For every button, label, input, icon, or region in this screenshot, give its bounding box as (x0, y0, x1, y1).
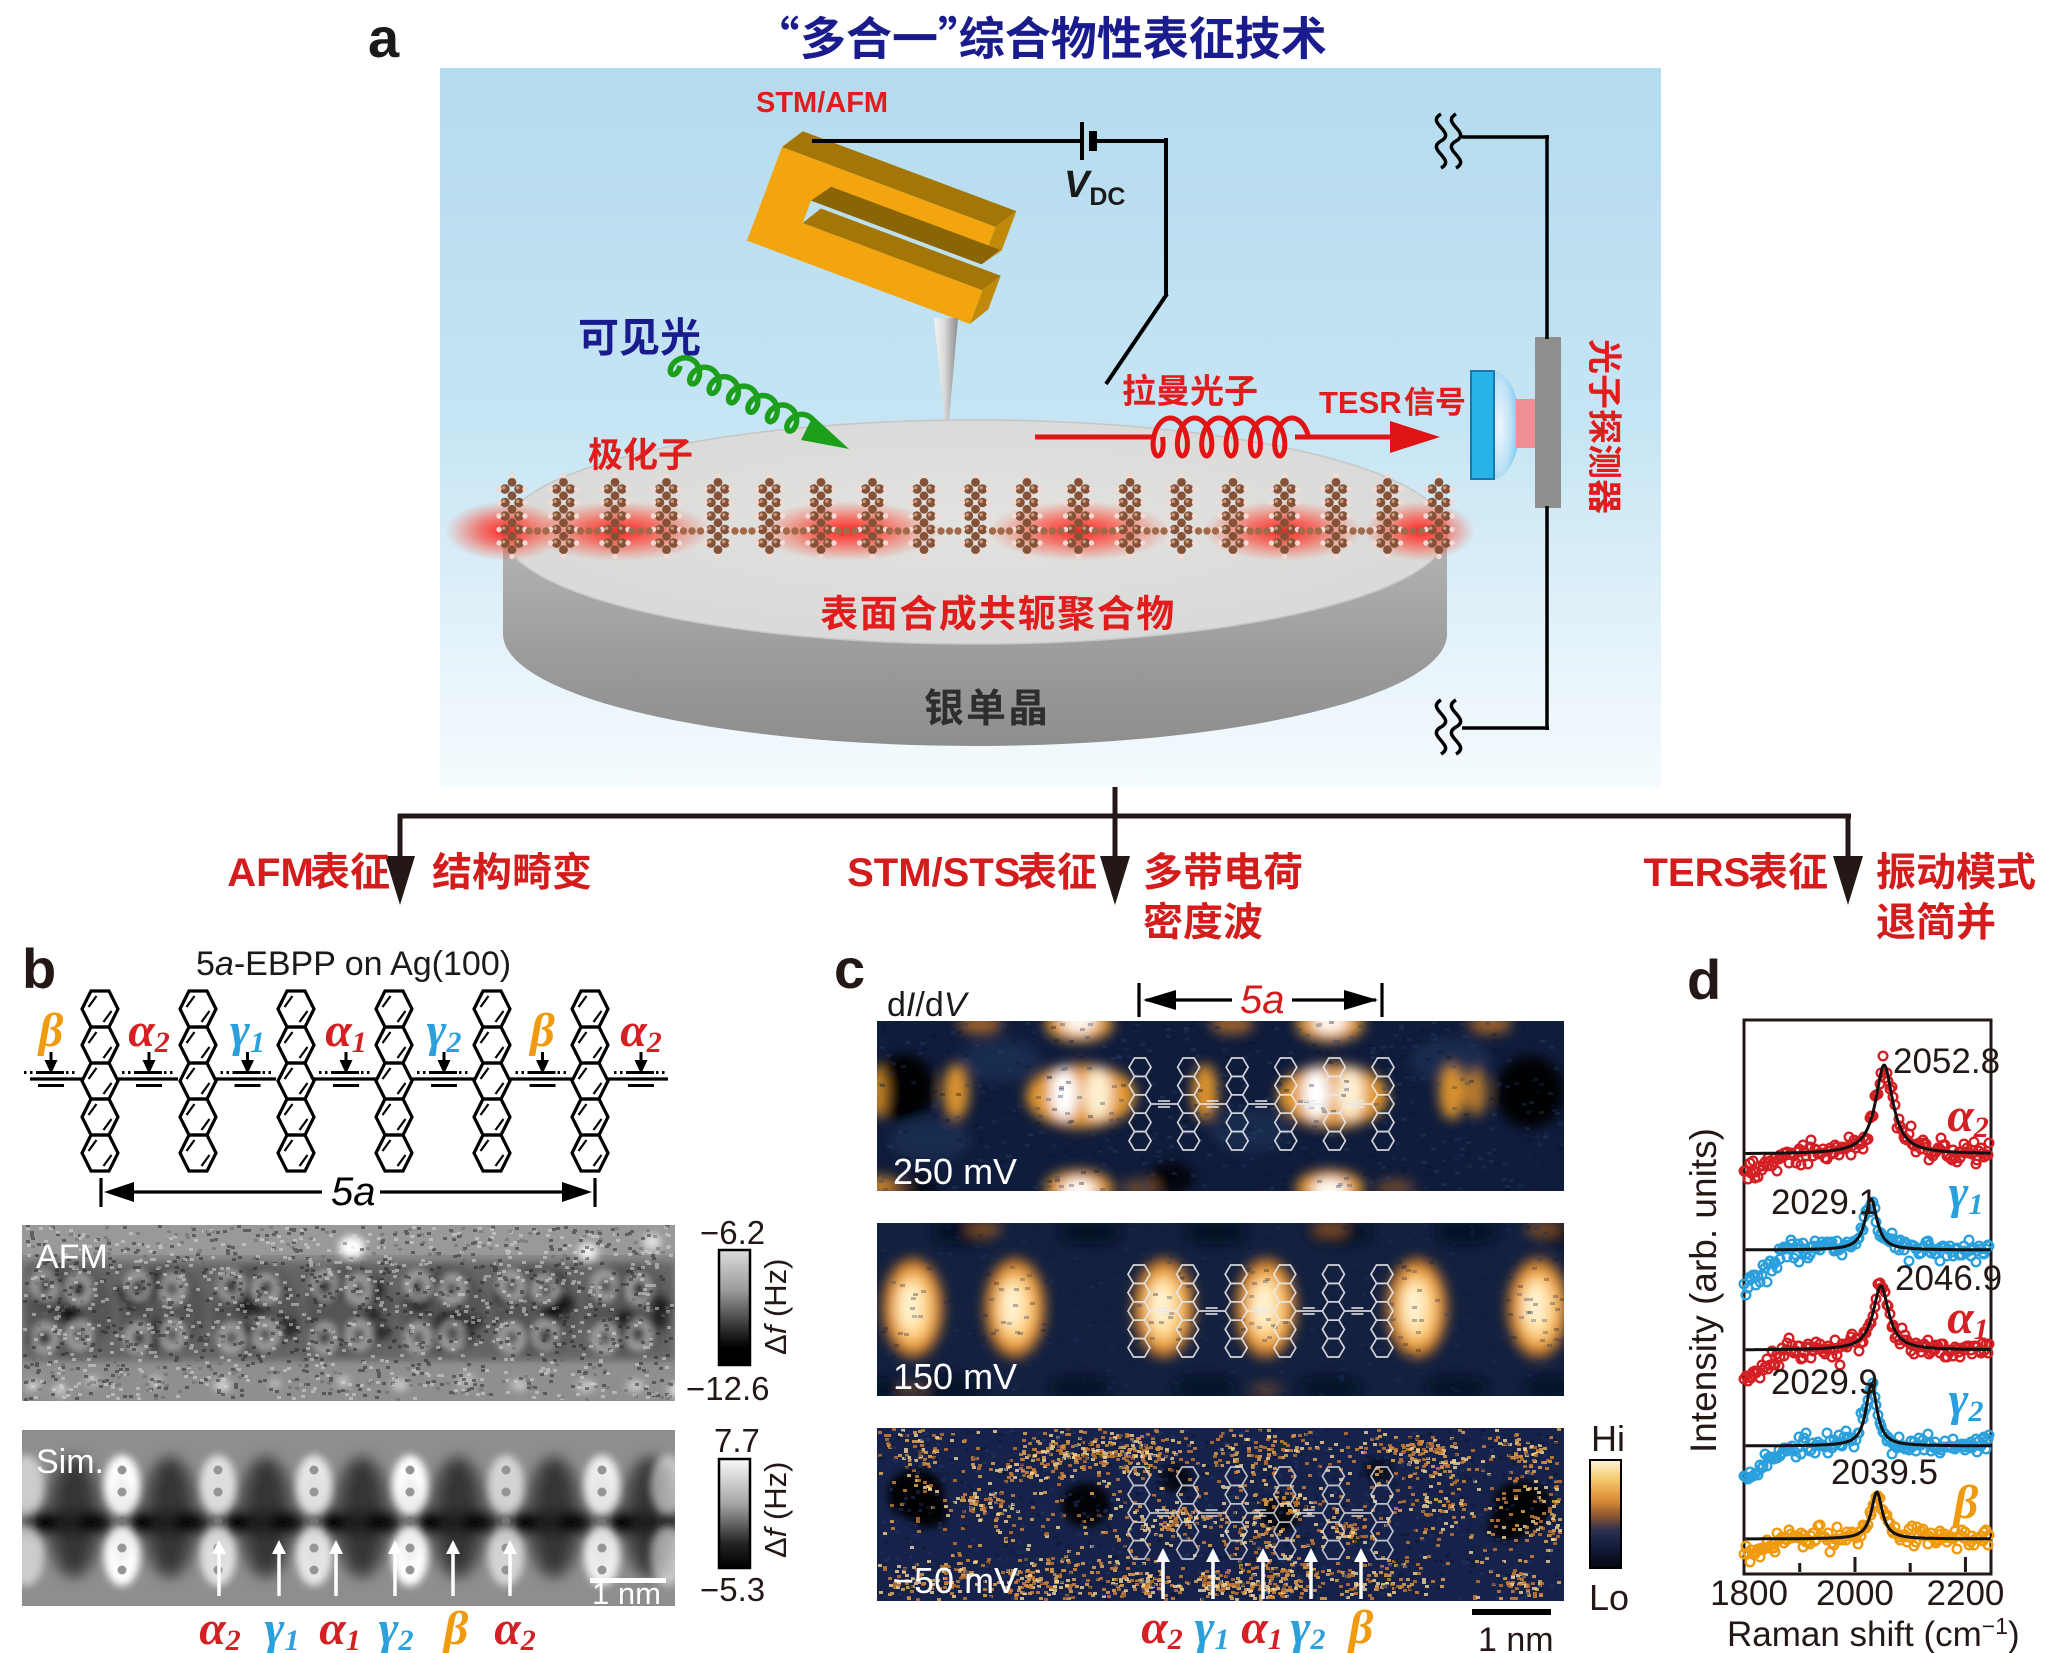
svg-text:Intensity (arb. units): Intensity (arb. units) (1683, 1128, 1724, 1453)
svg-text:2200: 2200 (1927, 1574, 2005, 1613)
svg-text:α2: α2 (199, 1602, 241, 1653)
svg-text:TERS: TERS (1643, 851, 1750, 895)
svg-text:c: c (834, 937, 865, 1000)
svg-text:−6.2: −6.2 (700, 1214, 765, 1251)
svg-text:α2: α2 (494, 1602, 536, 1653)
svg-text:−5.3: −5.3 (700, 1571, 765, 1608)
svg-text:β: β (37, 1004, 64, 1057)
svg-text:a: a (368, 6, 400, 69)
svg-text:5a-EBPP on Ag(100): 5a-EBPP on Ag(100) (196, 945, 511, 983)
svg-text:AFM: AFM (36, 1238, 108, 1276)
svg-text:γ1: γ1 (1195, 1601, 1230, 1653)
svg-text:α1: α1 (1947, 1291, 1989, 1346)
svg-text:2046.9: 2046.9 (1895, 1259, 2002, 1298)
svg-text:γ2: γ2 (1949, 1373, 1984, 1428)
svg-text:Lo: Lo (1589, 1577, 1629, 1618)
svg-text:α1: α1 (1241, 1601, 1283, 1653)
svg-text:Hi: Hi (1591, 1418, 1625, 1459)
svg-text:Raman shift (cm−1): Raman shift (cm−1) (1727, 1613, 2020, 1653)
svg-text:2029.1: 2029.1 (1771, 1183, 1878, 1222)
svg-text:α2: α2 (1947, 1089, 1989, 1144)
svg-text:1 nm: 1 nm (1478, 1621, 1554, 1653)
svg-text:α2: α2 (128, 1004, 170, 1059)
svg-text:γ1: γ1 (265, 1602, 300, 1653)
svg-text:2052.8: 2052.8 (1893, 1042, 2000, 1081)
svg-text:α1: α1 (319, 1602, 361, 1653)
svg-text:STM/AFM: STM/AFM (756, 87, 888, 119)
svg-text:γ1: γ1 (230, 1004, 265, 1059)
svg-text:2029.9: 2029.9 (1771, 1363, 1878, 1402)
svg-text:γ2: γ2 (1291, 1601, 1326, 1653)
svg-text:5a: 5a (331, 1170, 376, 1214)
svg-text:α2: α2 (620, 1004, 662, 1059)
svg-text:1800: 1800 (1710, 1574, 1788, 1613)
svg-text:β: β (1952, 1476, 1979, 1529)
svg-text:STM/STS: STM/STS (847, 851, 1020, 895)
svg-text:150 mV: 150 mV (893, 1356, 1017, 1397)
svg-text:d: d (1687, 948, 1721, 1011)
svg-text:γ2: γ2 (379, 1602, 414, 1653)
svg-text:2000: 2000 (1816, 1574, 1894, 1613)
svg-text:β: β (442, 1602, 469, 1653)
svg-text:250 mV: 250 mV (893, 1151, 1017, 1192)
svg-text:1 nm: 1 nm (592, 1576, 661, 1611)
svg-text:5a: 5a (1240, 978, 1285, 1022)
svg-text:β: β (528, 1004, 555, 1057)
svg-text:−50 mV: −50 mV (893, 1560, 1018, 1601)
svg-text:−12.6: −12.6 (686, 1370, 770, 1407)
svg-text:TESR: TESR (1319, 385, 1402, 420)
svg-text:Δf (Hz): Δf (Hz) (758, 1462, 793, 1559)
svg-text:α1: α1 (325, 1004, 367, 1059)
svg-text:γ1: γ1 (1949, 1166, 1984, 1221)
svg-text:β: β (1347, 1601, 1374, 1653)
svg-text:Sim.: Sim. (36, 1443, 104, 1481)
svg-text:AFM: AFM (227, 851, 314, 895)
svg-text:2039.5: 2039.5 (1831, 1453, 1938, 1492)
svg-text:dI/dV: dI/dV (887, 986, 970, 1024)
svg-text:b: b (22, 937, 56, 1000)
svg-text:α2: α2 (1141, 1601, 1183, 1653)
svg-text:γ2: γ2 (427, 1004, 462, 1059)
svg-text:Δf (Hz): Δf (Hz) (758, 1259, 793, 1356)
svg-text:7.7: 7.7 (714, 1422, 760, 1459)
